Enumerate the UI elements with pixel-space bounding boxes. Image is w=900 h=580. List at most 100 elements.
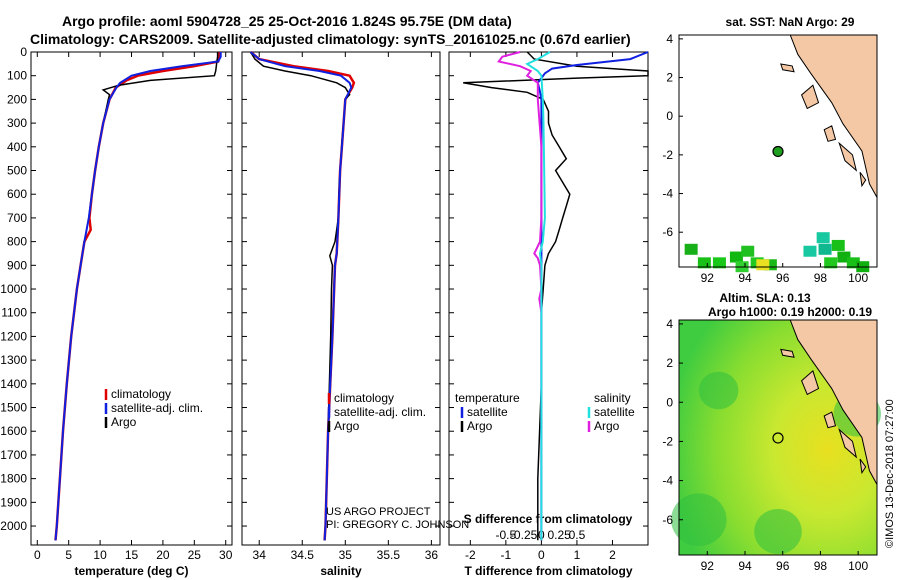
map-y-label: -2 xyxy=(662,148,673,162)
sst-cell xyxy=(763,259,777,271)
x-tick-label: 25 xyxy=(188,548,202,562)
sst-cell xyxy=(837,251,851,263)
salinity-panel: 34 34.5 35 35.5 36 salinity climatologysatelli… xyxy=(241,51,441,578)
sst-cell xyxy=(729,251,743,263)
title-line-2: Climatology: CARS2009. Satellite-adjuste… xyxy=(30,31,631,47)
x-tick-label: 15 xyxy=(125,548,139,562)
sla-patch xyxy=(671,493,727,547)
sst-map-title: sat. SST: NaN Argo: 29 xyxy=(726,15,855,29)
island xyxy=(800,84,820,110)
map-y-label: 0 xyxy=(666,395,673,409)
map-x-label: 100 xyxy=(848,559,868,573)
depth-tick-label: 100 xyxy=(7,69,27,83)
sst-cell xyxy=(824,257,838,269)
island xyxy=(823,125,837,142)
map-x-label: 94 xyxy=(738,271,752,285)
map-y-label: 4 xyxy=(666,317,673,331)
island xyxy=(780,348,795,358)
legend-label: Argo xyxy=(111,415,137,429)
x-axis-label: temperature (deg C) xyxy=(74,564,188,578)
legend-label: climatology xyxy=(111,387,171,401)
s-argo-diff-line xyxy=(497,51,543,541)
depth-tick-label: 0 xyxy=(20,45,27,59)
depth-tick-label: 1400 xyxy=(0,377,27,391)
x-tick-label: 36 xyxy=(425,548,439,562)
x-tick-label: -2 xyxy=(465,548,476,562)
x-tick-label: 1 xyxy=(574,548,581,562)
map-x-label: 94 xyxy=(738,559,752,573)
map-x-label: 96 xyxy=(776,271,790,285)
depth-tick-label: 2000 xyxy=(0,519,27,533)
x-tick-label: 34.5 xyxy=(291,548,315,562)
x-tick-label: 35 xyxy=(339,548,353,562)
map-x-label: 98 xyxy=(814,559,828,573)
t-argo-diff-line xyxy=(463,51,649,541)
map-y-label: -6 xyxy=(662,513,673,527)
legend-label: satellite xyxy=(594,405,635,419)
plot-frame xyxy=(241,51,441,546)
s-axis-label: S difference from climatology xyxy=(464,512,633,526)
climatology-temperature-line xyxy=(54,52,221,541)
project-credit: US ARGO PROJECT xyxy=(326,506,431,518)
depth-tick-label: 200 xyxy=(7,92,27,106)
map-y-label: 2 xyxy=(666,71,673,85)
sst-cell xyxy=(712,257,726,269)
x-tick-label: 35.5 xyxy=(377,548,401,562)
sst-cell xyxy=(818,243,832,255)
depth-tick-label: 1300 xyxy=(0,353,27,367)
x-tick-label: 5 xyxy=(65,548,72,562)
s-satellite-diff-line xyxy=(525,51,551,541)
map-x-label: 96 xyxy=(776,559,790,573)
sst-cell xyxy=(816,232,830,244)
depth-tick-label: 1900 xyxy=(0,495,27,509)
title-line-1: Argo profile: aoml 5904728_25 25-Oct-201… xyxy=(62,13,512,29)
island xyxy=(838,141,858,172)
satellite-salinity-line xyxy=(249,51,353,541)
map-frame xyxy=(678,34,878,268)
legend-label: climatology xyxy=(334,391,394,405)
depth-tick-label: 1200 xyxy=(0,329,27,343)
x-tick-label: 30 xyxy=(219,548,233,562)
x-tick-label: 2 xyxy=(609,548,616,562)
legend-label: satellite xyxy=(467,405,508,419)
imos-stamp: ©IMOS 13-Dec-2018 07:27:00 xyxy=(884,399,896,548)
sla-map-title: Altim. SLA: 0.13 xyxy=(719,291,811,305)
depth-tick-label: 500 xyxy=(7,164,27,178)
x-tick-label: 0 xyxy=(538,548,545,562)
depth-tick-label: 400 xyxy=(7,140,27,154)
map-y-label: -4 xyxy=(662,474,673,488)
t-satellite-diff-line xyxy=(536,51,649,541)
map-y-label: -4 xyxy=(662,187,673,201)
sst-cell xyxy=(846,257,860,269)
depth-tick-label: 600 xyxy=(7,187,27,201)
island xyxy=(838,428,858,459)
satellite-temperature-line xyxy=(54,52,222,541)
legend-label: Argo xyxy=(467,419,493,433)
legend-label: Argo xyxy=(594,419,620,433)
sla-map-title-2: Argo h1000: 0.19 h2000: 0.19 xyxy=(708,305,872,319)
depth-tick-label: 1800 xyxy=(0,472,27,486)
x-tick-label: 34 xyxy=(253,548,267,562)
argo-position-marker xyxy=(772,145,784,158)
difference-panel: -2 -1 0 1 2 T difference from climatology -0.5… xyxy=(448,51,649,578)
x-axis-label: T difference from climatology xyxy=(464,564,632,578)
map-frame xyxy=(678,319,878,556)
legend-title-temperature: temperature xyxy=(455,391,520,405)
sst-cell xyxy=(684,243,698,255)
legend-label: satellite-adj. clim. xyxy=(111,401,203,415)
argo-temperature-line xyxy=(54,52,219,541)
legend-title-salinity: salinity xyxy=(594,391,631,405)
x-tick-label: -1 xyxy=(501,548,512,562)
sla-patch xyxy=(698,371,739,410)
island xyxy=(859,171,867,188)
pi-credit: PI: GREGORY C. JOHNSON xyxy=(326,519,469,531)
map-y-label: 2 xyxy=(666,356,673,370)
map-y-label: -2 xyxy=(662,434,673,448)
map-x-label: 100 xyxy=(848,271,868,285)
s-tick-label: -0.25 xyxy=(510,528,538,542)
map-x-label: 92 xyxy=(701,559,715,573)
map-x-label: 98 xyxy=(814,271,828,285)
depth-tick-label: 1700 xyxy=(0,448,27,462)
depth-tick-label: 900 xyxy=(7,258,27,272)
